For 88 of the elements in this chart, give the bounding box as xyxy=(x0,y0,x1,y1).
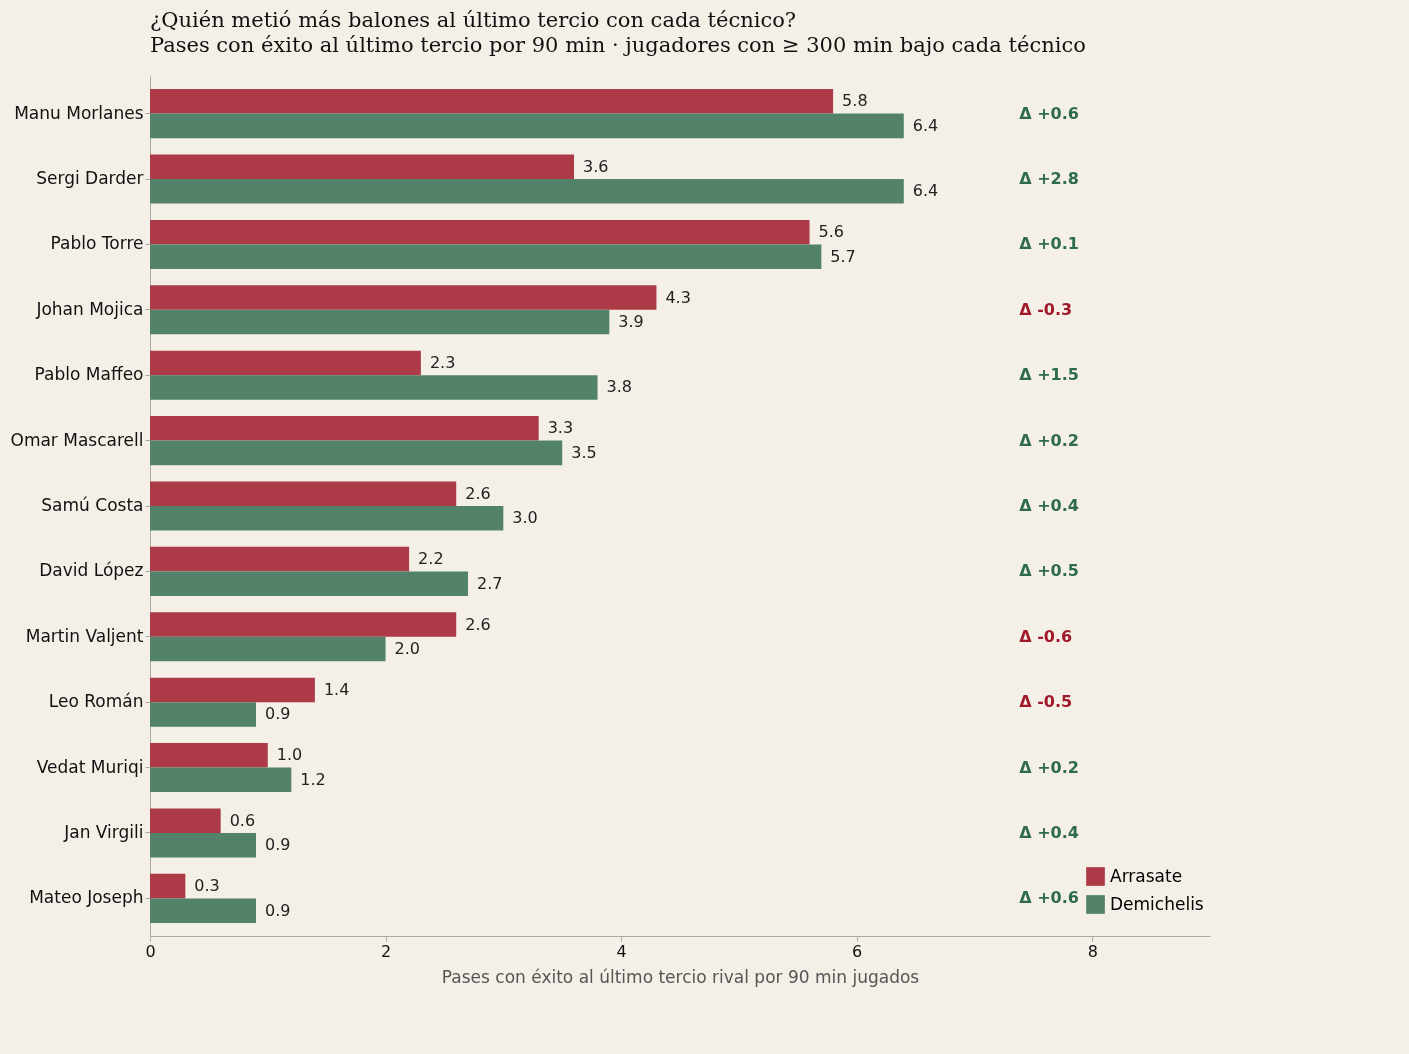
bar xyxy=(150,309,610,335)
bar xyxy=(150,375,598,400)
x-tick-label: 8 xyxy=(1087,941,1098,961)
legend-label: Demichelis xyxy=(1110,893,1204,914)
data-label: 1.2 xyxy=(300,769,326,789)
bar xyxy=(150,219,810,245)
x-tick-label: 0 xyxy=(145,941,156,961)
bar xyxy=(150,113,904,139)
bar xyxy=(150,702,256,727)
data-label: 5.8 xyxy=(842,91,868,111)
data-label: 5.6 xyxy=(818,222,845,242)
chart-subtitle: Pases con éxito al último tercio por 90 min · jugadores con ≥ 300 min bajo cada técnico xyxy=(150,33,1086,57)
bar xyxy=(150,244,822,269)
y-tick-label: Omar Mascarell xyxy=(10,429,144,450)
data-label: 6.4 xyxy=(912,181,939,201)
annotation: Δ +1.5 xyxy=(1019,365,1079,385)
y-tick-label: Sergi Darder xyxy=(36,168,144,188)
data-label: 3.8 xyxy=(606,377,633,397)
annotation: Δ -0.5 xyxy=(1019,692,1073,712)
data-label: 0.9 xyxy=(265,835,291,855)
data-label: 3.3 xyxy=(547,418,574,438)
bar xyxy=(150,833,256,858)
x-tick-label: 2 xyxy=(380,941,392,961)
y-tick-label: David López xyxy=(39,560,144,581)
bar xyxy=(150,350,421,376)
data-label: 2.0 xyxy=(394,639,421,659)
y-tick-label: Jan Virgili xyxy=(63,822,144,842)
data-label: 2.2 xyxy=(418,549,444,569)
y-tick-label: Samú Costa xyxy=(41,495,144,515)
bar xyxy=(150,808,221,833)
y-tick-label: Mateo Joseph xyxy=(29,887,144,908)
bar xyxy=(150,743,268,768)
annotation: Δ +0.4 xyxy=(1019,823,1079,842)
bar xyxy=(150,636,386,662)
bar xyxy=(150,89,834,114)
annotation: Δ +0.6 xyxy=(1019,888,1079,908)
y-tick-label: Martin Valjent xyxy=(25,625,144,646)
annotation: Δ +0.2 xyxy=(1019,430,1079,450)
y-tick-label: Manu Morlanes xyxy=(14,102,144,123)
legend-label: Arrasate xyxy=(1110,865,1183,886)
bar xyxy=(150,898,256,923)
bar xyxy=(150,285,657,310)
annotation: Δ +0.1 xyxy=(1019,234,1079,254)
data-label: 1.0 xyxy=(276,745,303,765)
data-label: 6.4 xyxy=(912,115,939,135)
chart-title: ¿Quién metió más balones al último tercio con cada técnico? xyxy=(150,8,797,32)
y-tick-label: Leo Román xyxy=(48,691,144,712)
annotation: Δ +0.5 xyxy=(1019,561,1079,581)
annotation: Δ +0.6 xyxy=(1019,103,1079,123)
annotation: Δ +0.2 xyxy=(1019,757,1079,777)
bar xyxy=(150,612,457,637)
bar xyxy=(150,571,468,596)
data-label: 1.4 xyxy=(323,679,350,699)
data-label: 2.6 xyxy=(465,614,491,634)
bar xyxy=(150,767,292,793)
data-label: 2.3 xyxy=(429,352,456,372)
x-tick-label: 4 xyxy=(616,941,627,961)
data-label: 0.3 xyxy=(194,876,220,896)
y-tick-label: Pablo Maffeo xyxy=(34,364,144,385)
bar xyxy=(150,481,457,506)
data-label: 3.0 xyxy=(512,508,538,528)
data-label: 3.9 xyxy=(618,312,644,332)
bar xyxy=(150,154,574,179)
bar xyxy=(150,506,504,531)
y-tick-label: Pablo Torre xyxy=(50,233,144,254)
data-label: 5.7 xyxy=(830,246,856,266)
data-label: 0.6 xyxy=(229,810,256,830)
data-label: 2.6 xyxy=(465,483,491,503)
y-tick-label: Vedat Muriqi xyxy=(36,756,144,777)
bar xyxy=(150,416,539,441)
x-tick-label: 6 xyxy=(852,941,863,961)
data-label: 2.7 xyxy=(477,573,503,593)
annotation: Δ -0.3 xyxy=(1019,299,1073,319)
data-label: 4.3 xyxy=(665,287,691,307)
bar xyxy=(150,677,315,703)
data-label: 0.9 xyxy=(265,704,291,724)
annotation: Δ +0.4 xyxy=(1019,496,1079,515)
bar xyxy=(150,440,563,466)
bar xyxy=(150,179,904,204)
y-tick-label: Johan Mojica xyxy=(35,298,144,319)
data-label: 3.6 xyxy=(583,156,609,176)
bar xyxy=(150,873,186,899)
data-label: 0.9 xyxy=(265,900,291,920)
x-axis-title: Pases con éxito al último tercio rival por 90 min jugados xyxy=(441,966,920,987)
annotation: Δ +2.8 xyxy=(1019,169,1079,188)
data-label: 3.5 xyxy=(571,442,597,462)
annotation: Δ -0.6 xyxy=(1019,626,1073,646)
bar xyxy=(150,546,410,572)
